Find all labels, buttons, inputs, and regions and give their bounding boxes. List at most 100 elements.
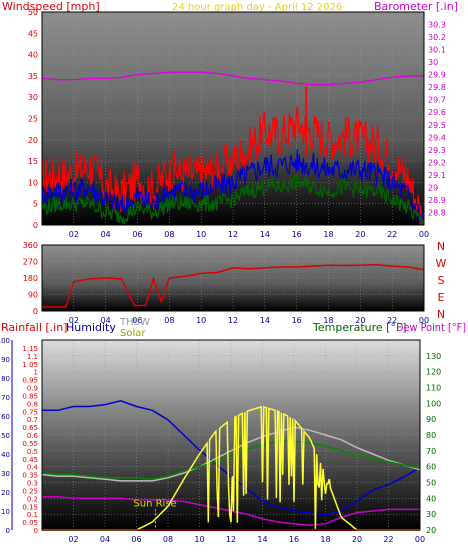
rainfall-y-tick: 0.2: [27, 495, 38, 503]
direction-x-tick: 12: [228, 316, 238, 325]
rainfall-y-tick: 0.5: [27, 448, 38, 456]
temperature-y-tick: 50: [426, 479, 436, 488]
humidity-y-tick: 0: [6, 527, 10, 535]
wind-high-line: [41, 105, 425, 226]
wind-direction-line: [42, 264, 425, 308]
barometer-y-tick: 28.9: [428, 196, 446, 205]
humidity-y-tick: 10: [1, 508, 10, 516]
barometer-line: [41, 71, 424, 86]
wind-y-tick: 45: [28, 29, 38, 38]
barometer-y-tick: 29.5: [428, 121, 446, 130]
temp-x-tick: 08: [163, 535, 173, 544]
barometer-y-tick: 29.1: [428, 171, 446, 180]
temperature-axis-label: Temperature [°F]: [312, 321, 407, 334]
rainfall-y-tick: 1.05: [22, 361, 38, 369]
wind-y-tick: 0: [33, 221, 38, 230]
humidity-y-tick: 100: [0, 337, 10, 345]
wind-x-tick: 16: [292, 230, 302, 239]
wind-y-tick: 40: [28, 51, 38, 60]
barometer-y-tick: 29.2: [428, 158, 446, 167]
humidity-y-tick: 60: [1, 413, 10, 421]
barometer-y-tick: 29.6: [428, 108, 446, 117]
temp-x-tick: 22: [383, 535, 393, 544]
rainfall-y-tick: 0.55: [22, 440, 38, 448]
humidity-line: [42, 400, 421, 516]
temperature-y-tick: 80: [426, 431, 436, 440]
rainfall-y-tick: 0.4: [27, 464, 39, 472]
temperature-y-tick: 130: [426, 352, 441, 361]
direction-y-tick: 90: [28, 291, 38, 300]
wind-x-tick: 08: [164, 230, 174, 239]
temp-x-tick: 04: [100, 535, 110, 544]
rainfall-y-tick: 0.75: [22, 408, 38, 416]
temp-x-tick: 20: [352, 535, 362, 544]
direction-x-tick: 00: [419, 316, 429, 325]
thsw-label: THSW: [119, 317, 150, 328]
rainfall-axis-label: Rainfall [.in]: [1, 321, 68, 334]
humidity-axis-label: Humidity: [66, 321, 116, 334]
temperature-y-tick: 20: [426, 526, 436, 535]
direction-x-tick: 06: [132, 316, 142, 325]
rainfall-y-tick: 0.35: [22, 472, 38, 480]
wind-y-tick: 25: [28, 115, 38, 124]
windspeed-axis-label: Windspeed [mph]: [2, 0, 100, 13]
direction-y-tick: 270: [23, 258, 38, 267]
chart-title: 24 hour graph day - April 12 2026: [172, 2, 342, 13]
direction-y-tick: 360: [23, 241, 38, 250]
direction-x-tick: 08: [164, 316, 174, 325]
temperature-y-tick: 30: [426, 510, 436, 519]
temperature-y-tick: 40: [426, 494, 436, 503]
rainfall-y-tick: 0.3: [27, 480, 38, 488]
temperature-y-tick: 60: [426, 463, 436, 472]
direction-x-tick: 16: [292, 316, 302, 325]
humidity-y-tick: 50: [1, 432, 10, 440]
rainfall-y-tick: 0: [34, 527, 38, 535]
wind-x-tick: 22: [387, 230, 397, 239]
barometer-y-tick: 30.1: [428, 46, 446, 55]
rainfall-y-tick: 0.05: [22, 519, 38, 527]
barometer-y-tick: 30.2: [428, 33, 446, 42]
direction-x-tick: 10: [196, 316, 206, 325]
direction-x-tick: 18: [323, 316, 333, 325]
barometer-y-tick: 28.8: [428, 208, 446, 217]
barometer-axis-label: Barometer [.in]: [374, 0, 458, 13]
humidity-y-tick: 20: [1, 489, 10, 497]
direction-x-tick: 04: [101, 316, 111, 325]
compass-label: W: [436, 257, 447, 270]
rainfall-y-tick: 0.6: [27, 432, 39, 440]
wind-y-tick: 35: [28, 72, 38, 81]
rainfall-y-tick: 1.15: [22, 345, 38, 353]
barometer-y-tick: 29.9: [428, 71, 446, 80]
direction-x-tick: 20: [355, 316, 365, 325]
humidity-y-tick: 80: [1, 375, 10, 383]
temperature-y-tick: 100: [426, 399, 441, 408]
rainfall-y-tick: 0.7: [27, 416, 38, 424]
temp-x-tick: 14: [257, 535, 267, 544]
direction-x-tick: 14: [260, 316, 270, 325]
humidity-y-tick: 40: [1, 451, 10, 459]
humidity-y-tick: 30: [1, 470, 10, 478]
rainfall-y-tick: 0.95: [22, 377, 38, 385]
wind-avg-line: [41, 149, 425, 223]
rainfall-y-tick: 0.85: [22, 392, 38, 400]
temp-x-tick: 18: [320, 535, 330, 544]
wind-low-line: [41, 174, 425, 226]
direction-x-tick: 02: [69, 316, 79, 325]
wind-x-tick: 18: [323, 230, 333, 239]
temp-x-tick: 16: [289, 535, 299, 544]
humidity-y-tick: 90: [1, 356, 10, 364]
wind-y-tick: 10: [28, 178, 38, 187]
wind-x-tick: 06: [132, 230, 142, 239]
thsw-line: [41, 426, 421, 482]
direction-x-tick: 22: [387, 316, 397, 325]
wind-x-tick: 12: [228, 230, 238, 239]
temp-x-tick: 06: [131, 535, 141, 544]
rainfall-y-tick: 0.15: [22, 503, 38, 511]
rainfall-y-tick: 1: [34, 369, 38, 377]
direction-y-tick: 180: [23, 274, 38, 283]
rainfall-y-tick: 0.8: [27, 400, 38, 408]
rainfall-y-tick: 0.25: [22, 487, 38, 495]
wind-x-tick: 02: [69, 230, 79, 239]
